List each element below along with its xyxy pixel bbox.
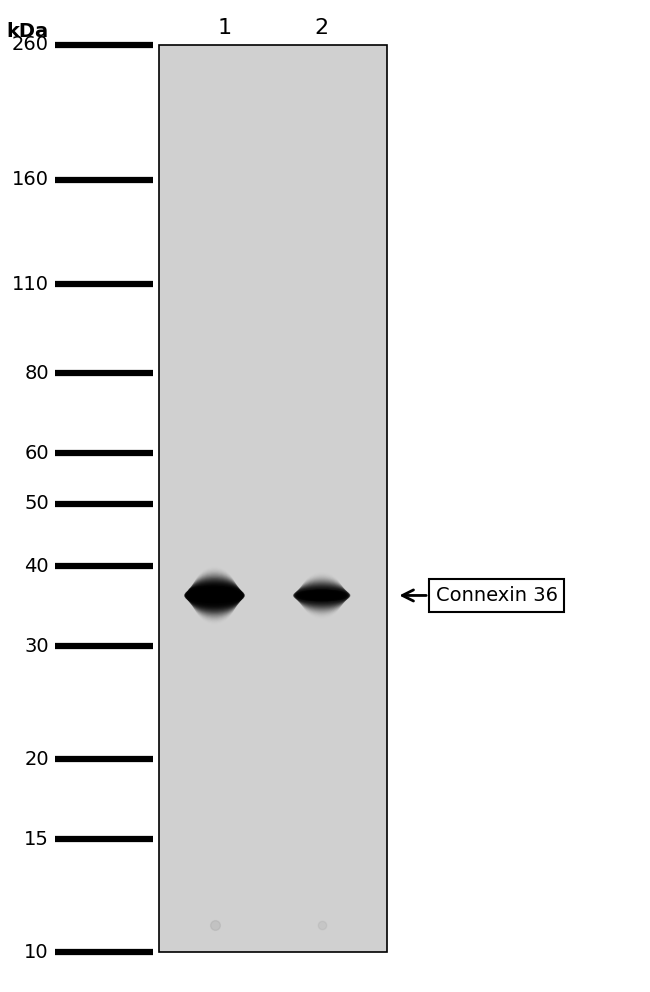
Ellipse shape [185,588,244,603]
Ellipse shape [187,578,242,613]
Ellipse shape [186,588,243,603]
Ellipse shape [296,590,348,601]
Ellipse shape [296,582,348,609]
Ellipse shape [192,590,237,601]
Ellipse shape [296,581,348,610]
Ellipse shape [187,579,242,612]
Ellipse shape [199,592,230,598]
Ellipse shape [188,589,240,602]
Bar [159,45,387,952]
Text: kDa: kDa [6,22,49,42]
Text: 160: 160 [12,171,49,189]
Ellipse shape [189,573,240,618]
Ellipse shape [293,588,350,603]
Text: 60: 60 [24,443,49,462]
Ellipse shape [307,593,337,598]
Text: 30: 30 [24,637,49,656]
Ellipse shape [294,585,349,606]
Ellipse shape [303,591,341,599]
Text: 260: 260 [12,35,49,55]
Ellipse shape [188,574,240,616]
Ellipse shape [188,575,240,615]
Ellipse shape [190,572,239,619]
Text: 80: 80 [24,363,49,383]
Ellipse shape [185,585,244,606]
Text: 110: 110 [12,275,49,294]
Ellipse shape [187,588,242,602]
Ellipse shape [301,591,343,600]
Ellipse shape [300,590,344,600]
Ellipse shape [185,582,244,608]
Ellipse shape [295,589,348,601]
Ellipse shape [293,587,350,604]
Text: 1: 1 [217,18,231,38]
Ellipse shape [191,589,238,601]
Ellipse shape [302,591,342,600]
Ellipse shape [188,585,234,593]
Ellipse shape [298,577,346,613]
Ellipse shape [194,590,235,601]
Ellipse shape [295,583,348,608]
Text: 20: 20 [24,750,49,769]
Ellipse shape [294,584,349,607]
Ellipse shape [294,586,350,605]
Ellipse shape [304,591,339,599]
Text: 15: 15 [24,830,49,849]
Ellipse shape [296,580,347,611]
Ellipse shape [184,586,245,604]
Ellipse shape [297,579,346,612]
Ellipse shape [297,578,346,612]
Ellipse shape [294,589,350,602]
Ellipse shape [190,589,239,602]
Text: 2: 2 [315,18,329,38]
Text: 40: 40 [24,557,49,575]
Ellipse shape [185,584,244,607]
Text: 10: 10 [24,942,49,962]
Text: Connexin 36: Connexin 36 [436,586,558,605]
Ellipse shape [297,590,346,601]
Ellipse shape [188,576,241,614]
Ellipse shape [196,590,233,600]
Ellipse shape [195,590,234,600]
Ellipse shape [186,581,243,609]
Ellipse shape [187,580,242,610]
Text: 50: 50 [24,494,49,514]
Ellipse shape [298,590,345,600]
